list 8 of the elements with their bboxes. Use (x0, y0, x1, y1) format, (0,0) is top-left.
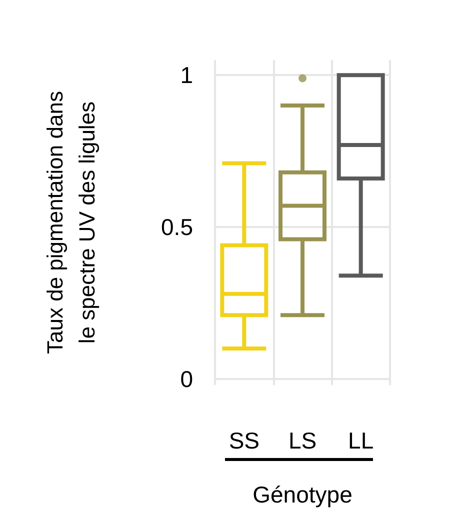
x-axis-title: Génotype (252, 482, 352, 508)
x-tick-label: LL (348, 428, 374, 454)
y-tick-label: 0 (180, 366, 193, 392)
y-axis-title: Taux de pigmentation dans le spectre UV des ligules (42, 91, 100, 354)
y-tick-label: 1 (180, 62, 193, 88)
x-tick-label: LS (288, 428, 317, 454)
y-tick-label: 0.5 (161, 214, 193, 240)
x-tick-label: SS (228, 428, 260, 454)
